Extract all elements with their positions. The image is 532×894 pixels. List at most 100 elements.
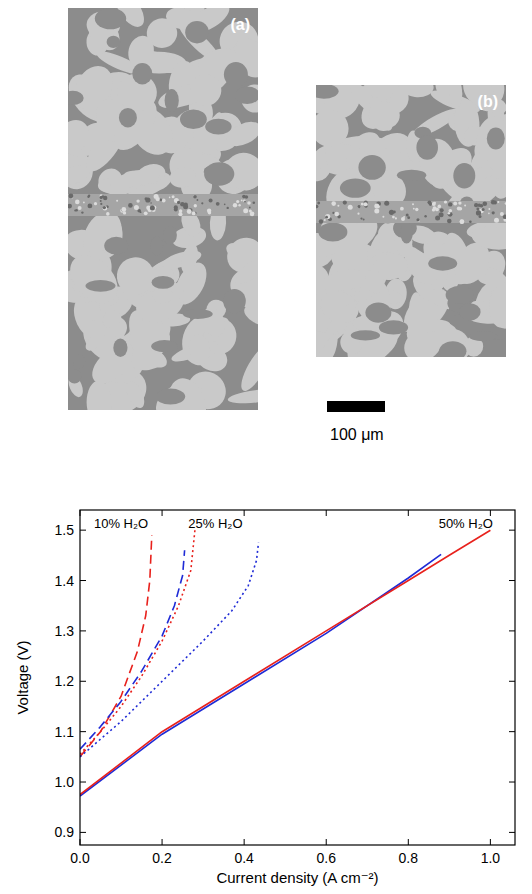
porous-speck	[505, 202, 506, 204]
pore-region	[469, 331, 497, 341]
porous-speck	[458, 201, 461, 204]
porous-speck	[116, 200, 118, 202]
porous-speck	[316, 205, 318, 209]
porous-speck	[134, 205, 139, 210]
porous-speck	[401, 217, 405, 221]
porous-speck	[460, 219, 465, 224]
porous-speck	[407, 216, 410, 219]
porous-speck	[374, 209, 379, 214]
porous-speck	[348, 205, 353, 210]
porous-speck	[479, 215, 482, 218]
porous-speck	[500, 212, 504, 216]
pore-region	[453, 163, 475, 189]
phase-grain	[470, 224, 506, 253]
porous-speck	[249, 209, 252, 212]
phase-grain	[129, 348, 165, 372]
phase-grain	[86, 380, 112, 410]
x-tick-label: 0.4	[234, 850, 254, 866]
porous-speck	[324, 219, 326, 221]
phase-grain	[320, 266, 370, 294]
porous-speck	[238, 204, 240, 206]
x-tick-label: 0.0	[70, 850, 90, 866]
porous-speck	[136, 199, 139, 202]
phase-grain	[188, 72, 223, 108]
phase-grain	[165, 143, 210, 189]
porous-speck	[103, 206, 108, 211]
porous-speck	[483, 201, 488, 206]
porous-speck	[325, 216, 328, 219]
y-tick-right	[509, 681, 515, 682]
plot-area	[80, 530, 490, 796]
porous-speck	[364, 202, 368, 206]
pore-region	[165, 89, 179, 112]
porous-speck	[88, 204, 93, 209]
pore-region	[397, 170, 426, 181]
pore-region	[318, 222, 347, 241]
y-tick-label: 1.0	[55, 774, 75, 790]
scale-bar-label: 100 μm	[330, 426, 384, 443]
porous-speck	[100, 200, 102, 202]
annotation: 50% H₂O	[439, 516, 493, 531]
porous-speck	[412, 203, 414, 205]
phase-grain	[108, 165, 163, 193]
porous-speck	[337, 205, 339, 207]
porous-speck	[128, 203, 133, 208]
pore-region	[428, 256, 457, 270]
porous-speck	[413, 208, 415, 210]
porous-speck	[403, 216, 405, 218]
pore-region	[439, 341, 466, 357]
porous-speck	[178, 212, 182, 216]
porous-speck	[460, 220, 464, 224]
phase-grain	[227, 387, 258, 406]
pore-region	[180, 110, 207, 130]
y-tick-label: 1.2	[55, 673, 75, 689]
porous-speck	[392, 216, 395, 219]
porous-speck	[201, 202, 203, 204]
phase-grain	[115, 255, 156, 297]
x-tick	[326, 839, 327, 845]
porous-speck	[187, 209, 192, 214]
porous-speck	[395, 217, 397, 219]
pore-region	[316, 85, 339, 99]
y-tick	[80, 681, 86, 682]
pore-region	[205, 119, 231, 135]
phase-grain	[473, 114, 506, 164]
porous-speck	[137, 209, 141, 213]
porous-speck	[482, 208, 485, 211]
porous-speck	[243, 199, 246, 202]
porous-speck	[251, 212, 255, 216]
porous-speck	[242, 195, 246, 199]
y-tick-label: 1.5	[55, 522, 75, 538]
x-tick-label: 0.8	[399, 850, 419, 866]
porous-speck	[224, 204, 226, 206]
porous-speck	[433, 206, 437, 210]
porous-speck	[94, 202, 97, 205]
x-tick-top	[162, 510, 163, 516]
porous-speck	[384, 201, 389, 206]
phase-grain	[362, 267, 387, 296]
porous-speck	[447, 219, 452, 224]
porous-speck	[162, 199, 166, 203]
series-line	[80, 550, 185, 749]
pore-region	[446, 286, 474, 304]
porous-speck	[150, 202, 152, 204]
porous-speck	[194, 204, 197, 207]
porous-speck	[440, 208, 444, 212]
porous-speck	[192, 212, 196, 216]
y-tick-right	[509, 782, 515, 783]
porous-speck	[361, 203, 364, 206]
phase-grain	[122, 378, 148, 410]
porous-speck	[106, 212, 110, 216]
porous-speck	[68, 204, 72, 209]
x-tick-top	[326, 510, 327, 516]
porous-speck	[180, 202, 185, 207]
annotation: 10% H₂O	[94, 516, 148, 531]
porous-speck	[145, 197, 148, 200]
porous-speck	[453, 202, 457, 206]
porous-speck	[197, 199, 199, 201]
porous-speck	[81, 211, 83, 213]
porous-speck	[145, 197, 150, 202]
pore-region	[416, 135, 438, 159]
porous-speck	[357, 213, 359, 215]
porous-speck	[448, 212, 453, 217]
